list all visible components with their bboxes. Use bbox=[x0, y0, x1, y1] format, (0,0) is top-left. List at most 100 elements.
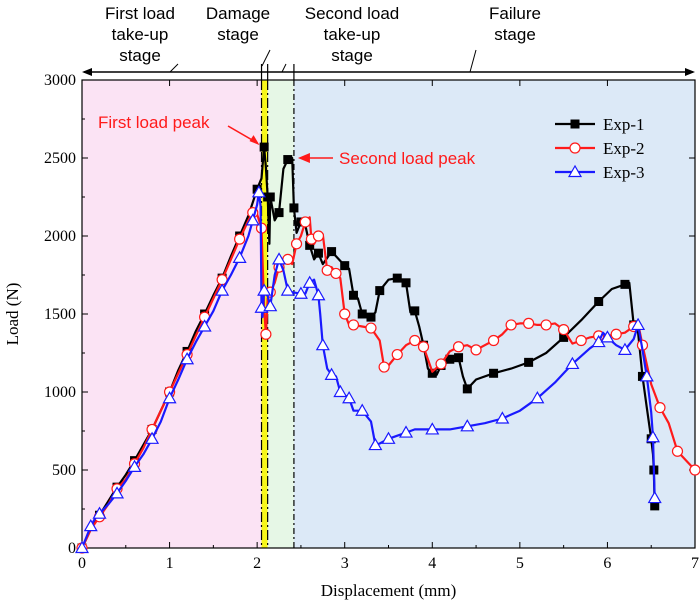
data-point bbox=[280, 283, 295, 296]
data-point bbox=[645, 430, 660, 443]
stage-region-3 bbox=[267, 80, 294, 548]
legend-entry: Exp-3 bbox=[555, 163, 645, 182]
stage-label-line: stage bbox=[331, 46, 373, 65]
data-point bbox=[392, 273, 402, 283]
data-point bbox=[401, 278, 411, 288]
stage-label-line: stage bbox=[494, 25, 536, 44]
x-tick-label: 4 bbox=[428, 555, 436, 572]
first-peak-arrowhead bbox=[249, 135, 260, 146]
data-point bbox=[347, 319, 360, 331]
y-axis-label: Load (N) bbox=[3, 283, 22, 346]
data-point bbox=[462, 384, 472, 394]
data-point bbox=[631, 317, 646, 331]
data-point bbox=[409, 334, 421, 347]
data-point bbox=[487, 334, 500, 347]
second-peak-arrowhead bbox=[297, 153, 310, 163]
data-point bbox=[452, 341, 465, 353]
data-point bbox=[617, 342, 632, 355]
legend-entry: Exp-1 bbox=[555, 115, 645, 134]
legend: Exp-1 Exp-2 Exp-3 bbox=[555, 115, 645, 182]
x-axis-label: Displacement (mm) bbox=[321, 581, 457, 600]
data-point bbox=[180, 352, 195, 365]
data-point bbox=[391, 348, 403, 361]
data-point bbox=[74, 540, 90, 554]
data-point bbox=[610, 328, 622, 340]
stage-region-1 bbox=[82, 80, 262, 548]
stage-label-line: First load bbox=[105, 4, 175, 23]
data-point bbox=[559, 332, 569, 342]
data-point bbox=[454, 353, 464, 363]
stage-label: First load take-up stage bbox=[105, 4, 175, 65]
y-tick-label: 500 bbox=[52, 462, 76, 479]
data-point bbox=[689, 464, 700, 476]
legend-entry: Exp-2 bbox=[555, 139, 645, 158]
data-point bbox=[540, 319, 552, 331]
data-point bbox=[398, 425, 414, 438]
data-point bbox=[558, 324, 570, 336]
data-point bbox=[263, 298, 278, 312]
y-tick-label: 2000 bbox=[44, 228, 76, 245]
data-point bbox=[600, 330, 615, 343]
data-point bbox=[355, 403, 370, 416]
series-line bbox=[81, 146, 656, 549]
y-axis-ticks: 0 500 1000 1500 2000 2500 3000 bbox=[44, 72, 695, 557]
data-point bbox=[594, 297, 604, 307]
data-point bbox=[567, 164, 583, 178]
data-point bbox=[410, 306, 420, 316]
data-point bbox=[569, 142, 581, 154]
data-point bbox=[489, 368, 499, 378]
data-point bbox=[366, 312, 376, 322]
stage-label-leader bbox=[281, 63, 287, 73]
stage-label-leader bbox=[469, 49, 477, 73]
x-tick-label: 1 bbox=[166, 555, 174, 572]
data-point bbox=[330, 267, 342, 280]
data-point bbox=[637, 371, 647, 381]
data-point bbox=[215, 283, 230, 296]
stage-arrow-head-left bbox=[82, 68, 92, 76]
data-point bbox=[425, 422, 440, 435]
first-peak-label: First load peak bbox=[98, 113, 210, 132]
data-point bbox=[257, 283, 272, 296]
data-point bbox=[251, 185, 266, 198]
stage-arrow-head-right bbox=[685, 68, 695, 76]
data-point bbox=[92, 506, 107, 519]
data-point bbox=[162, 391, 177, 404]
data-point bbox=[523, 317, 535, 329]
data-point bbox=[470, 344, 482, 356]
data-point bbox=[460, 419, 475, 432]
y-tick-label: 1000 bbox=[44, 384, 76, 401]
data-point bbox=[305, 240, 315, 250]
stage-arrows bbox=[82, 49, 695, 80]
data-point bbox=[654, 402, 666, 414]
series-exp-3 bbox=[74, 185, 662, 554]
data-point bbox=[620, 279, 630, 289]
stage-label-line: Damage bbox=[206, 4, 270, 23]
data-point bbox=[259, 142, 269, 152]
data-point bbox=[232, 250, 247, 263]
x-tick-label: 2 bbox=[253, 555, 261, 572]
data-point bbox=[109, 486, 125, 499]
data-point bbox=[299, 216, 311, 228]
y-tick-label: 0 bbox=[68, 540, 76, 557]
data-point bbox=[647, 490, 662, 504]
data-point bbox=[290, 238, 303, 250]
data-point bbox=[293, 286, 308, 299]
y-tick-label: 1500 bbox=[44, 306, 76, 323]
data-point bbox=[283, 155, 293, 165]
data-point bbox=[327, 247, 337, 257]
x-tick-label: 5 bbox=[516, 555, 524, 572]
data-point bbox=[505, 319, 517, 331]
stage-label-leader bbox=[261, 49, 271, 67]
data-point bbox=[145, 431, 160, 444]
data-point bbox=[339, 308, 351, 320]
data-point bbox=[324, 367, 339, 380]
data-point bbox=[340, 261, 350, 271]
data-point bbox=[311, 288, 326, 301]
data-point bbox=[312, 230, 325, 242]
data-point bbox=[260, 328, 272, 340]
stage-label-line: Second load bbox=[305, 4, 400, 23]
stage-label: Damage stage bbox=[206, 4, 270, 44]
stage-label-line: take-up bbox=[324, 25, 381, 44]
